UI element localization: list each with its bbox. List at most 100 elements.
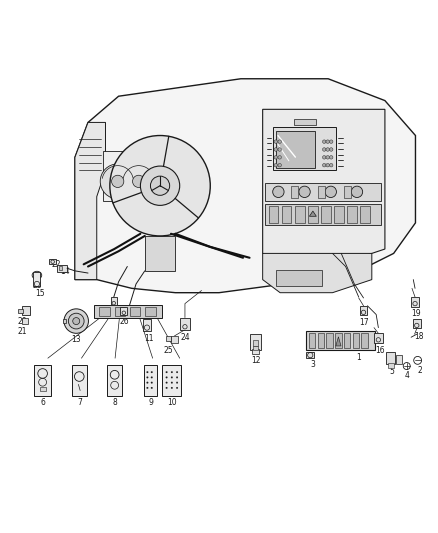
Circle shape	[326, 148, 329, 151]
Circle shape	[171, 387, 173, 389]
Bar	[335, 333, 342, 348]
Circle shape	[273, 186, 284, 198]
Circle shape	[274, 148, 278, 151]
Circle shape	[351, 186, 363, 198]
Bar	[94, 305, 162, 318]
Text: 20: 20	[18, 317, 27, 326]
Bar	[63, 319, 66, 323]
Circle shape	[329, 140, 333, 143]
Bar	[143, 319, 151, 331]
Bar	[49, 259, 56, 264]
Circle shape	[112, 175, 124, 188]
Circle shape	[171, 382, 173, 384]
Bar	[396, 354, 402, 364]
Text: 4: 4	[404, 372, 409, 380]
Circle shape	[176, 387, 178, 389]
Bar	[361, 333, 368, 348]
Circle shape	[176, 382, 178, 384]
Text: 6: 6	[40, 398, 45, 407]
Polygon shape	[336, 337, 341, 346]
Bar	[309, 333, 315, 348]
Circle shape	[326, 156, 329, 159]
Ellipse shape	[32, 271, 42, 279]
Text: 23: 23	[32, 281, 42, 290]
Circle shape	[150, 176, 170, 195]
Bar	[308, 206, 318, 223]
Bar	[389, 364, 394, 368]
Bar	[144, 365, 157, 395]
Circle shape	[166, 387, 167, 389]
Bar	[282, 206, 291, 223]
Polygon shape	[309, 211, 316, 216]
Text: 22: 22	[52, 260, 61, 269]
Bar	[57, 265, 67, 272]
Bar	[39, 387, 46, 391]
Bar	[269, 206, 279, 223]
Text: 17: 17	[359, 318, 369, 327]
Text: 8: 8	[112, 398, 117, 407]
Circle shape	[176, 372, 178, 373]
Bar	[276, 131, 315, 168]
Bar	[306, 352, 314, 358]
Circle shape	[322, 164, 326, 167]
Circle shape	[171, 372, 173, 373]
Text: 24: 24	[180, 333, 190, 342]
Bar	[360, 306, 367, 316]
Bar	[360, 206, 370, 223]
Bar	[180, 318, 190, 330]
Circle shape	[329, 156, 333, 159]
Bar	[306, 331, 375, 350]
Bar	[253, 340, 258, 346]
Circle shape	[171, 376, 173, 378]
Circle shape	[151, 387, 152, 389]
Bar	[318, 186, 325, 198]
Circle shape	[151, 372, 152, 373]
Circle shape	[326, 164, 329, 167]
Circle shape	[100, 164, 135, 199]
Bar	[265, 183, 381, 201]
Bar	[171, 336, 178, 343]
Bar	[33, 272, 40, 286]
Bar	[166, 336, 171, 341]
Circle shape	[166, 376, 167, 378]
Bar	[413, 319, 421, 328]
Circle shape	[110, 135, 210, 236]
Text: 16: 16	[375, 346, 385, 355]
Circle shape	[322, 140, 326, 143]
Bar	[253, 346, 258, 350]
Bar	[273, 127, 336, 171]
Text: 3: 3	[311, 360, 315, 369]
Circle shape	[147, 372, 148, 373]
Bar	[276, 270, 321, 286]
Circle shape	[329, 148, 333, 151]
Circle shape	[73, 318, 80, 325]
Bar	[145, 307, 155, 316]
Circle shape	[329, 164, 333, 167]
Polygon shape	[263, 109, 385, 266]
Bar	[99, 307, 110, 316]
Circle shape	[274, 164, 278, 167]
Circle shape	[274, 140, 278, 143]
Circle shape	[141, 166, 180, 205]
Circle shape	[151, 376, 152, 378]
Text: 18: 18	[414, 332, 424, 341]
Text: 12: 12	[251, 356, 261, 365]
Circle shape	[166, 382, 167, 384]
Circle shape	[147, 376, 148, 378]
Bar	[386, 352, 395, 364]
Bar	[411, 297, 419, 306]
Text: 27: 27	[109, 306, 118, 316]
Bar	[21, 318, 28, 324]
Circle shape	[64, 309, 88, 333]
Polygon shape	[145, 236, 175, 271]
Polygon shape	[75, 123, 106, 280]
Bar	[318, 333, 324, 348]
Circle shape	[133, 175, 145, 188]
Circle shape	[121, 164, 156, 199]
Bar	[107, 365, 122, 395]
Circle shape	[68, 313, 84, 329]
Bar	[252, 350, 259, 354]
Text: 2: 2	[417, 366, 422, 375]
Text: 25: 25	[163, 346, 173, 355]
Bar	[120, 306, 127, 314]
